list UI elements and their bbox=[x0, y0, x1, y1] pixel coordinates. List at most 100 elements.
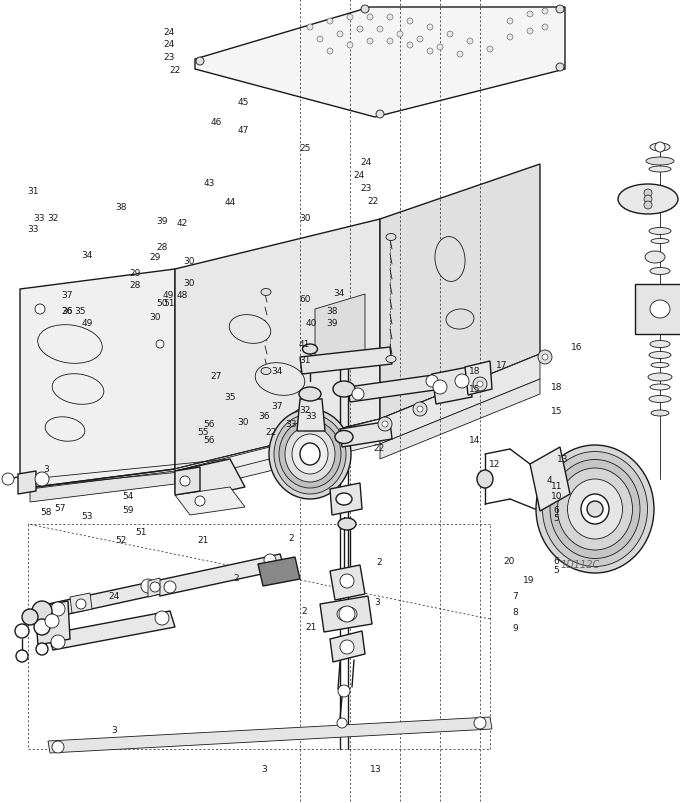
Ellipse shape bbox=[336, 493, 352, 505]
Ellipse shape bbox=[568, 479, 622, 540]
Text: 12: 12 bbox=[490, 459, 500, 469]
Text: 8: 8 bbox=[513, 607, 518, 617]
Text: 18: 18 bbox=[551, 382, 562, 392]
Circle shape bbox=[487, 47, 493, 53]
Text: 32: 32 bbox=[48, 214, 58, 223]
Text: 11: 11 bbox=[551, 481, 562, 491]
Ellipse shape bbox=[648, 373, 672, 381]
Circle shape bbox=[51, 602, 65, 616]
Text: 24: 24 bbox=[163, 39, 174, 49]
Text: 6: 6 bbox=[554, 505, 559, 515]
Text: 2: 2 bbox=[288, 533, 294, 543]
Text: 45: 45 bbox=[238, 98, 249, 108]
Circle shape bbox=[35, 472, 49, 487]
Text: 2: 2 bbox=[302, 605, 307, 615]
Circle shape bbox=[427, 25, 433, 31]
Circle shape bbox=[397, 32, 403, 38]
Text: 33: 33 bbox=[27, 224, 38, 234]
Text: 9: 9 bbox=[513, 623, 518, 633]
Text: 21: 21 bbox=[197, 535, 208, 544]
Polygon shape bbox=[48, 611, 175, 650]
Text: 46: 46 bbox=[211, 117, 222, 127]
Ellipse shape bbox=[303, 344, 318, 355]
Circle shape bbox=[413, 402, 427, 417]
Polygon shape bbox=[175, 467, 200, 495]
Text: 27: 27 bbox=[211, 371, 222, 381]
Text: 41: 41 bbox=[299, 339, 310, 349]
Ellipse shape bbox=[650, 341, 670, 348]
Text: 14: 14 bbox=[469, 435, 480, 445]
Ellipse shape bbox=[558, 468, 632, 550]
Circle shape bbox=[317, 37, 323, 43]
Text: 29: 29 bbox=[150, 252, 160, 262]
Text: 33: 33 bbox=[286, 419, 296, 429]
Text: 60: 60 bbox=[299, 294, 310, 304]
Text: 19: 19 bbox=[524, 575, 534, 585]
Circle shape bbox=[467, 39, 473, 45]
Text: 2: 2 bbox=[234, 573, 239, 583]
Circle shape bbox=[507, 35, 513, 41]
Text: 25: 25 bbox=[299, 144, 310, 153]
Ellipse shape bbox=[649, 396, 671, 403]
Polygon shape bbox=[195, 8, 565, 118]
Polygon shape bbox=[380, 355, 540, 444]
Ellipse shape bbox=[651, 363, 669, 368]
Text: 44: 44 bbox=[224, 198, 235, 207]
Text: 22: 22 bbox=[265, 427, 276, 437]
Polygon shape bbox=[148, 578, 160, 597]
Text: 26: 26 bbox=[61, 307, 72, 316]
Text: 3: 3 bbox=[375, 597, 380, 607]
Text: 34: 34 bbox=[82, 251, 92, 260]
Polygon shape bbox=[155, 554, 285, 597]
Text: 52: 52 bbox=[116, 535, 126, 544]
Text: 37: 37 bbox=[61, 291, 72, 300]
Circle shape bbox=[361, 6, 369, 14]
Circle shape bbox=[337, 718, 347, 728]
Circle shape bbox=[644, 202, 652, 210]
Circle shape bbox=[76, 599, 86, 609]
Circle shape bbox=[376, 111, 384, 119]
Ellipse shape bbox=[337, 607, 357, 622]
Circle shape bbox=[264, 554, 276, 566]
Text: 3: 3 bbox=[112, 724, 117, 734]
Text: 17: 17 bbox=[496, 361, 507, 370]
Text: 30: 30 bbox=[238, 417, 249, 426]
Ellipse shape bbox=[37, 325, 102, 364]
Text: 35: 35 bbox=[75, 307, 86, 316]
Text: 13: 13 bbox=[558, 454, 568, 464]
Circle shape bbox=[337, 32, 343, 38]
Ellipse shape bbox=[650, 385, 670, 390]
Text: 36: 36 bbox=[258, 411, 269, 421]
Circle shape bbox=[340, 640, 354, 654]
Ellipse shape bbox=[646, 158, 674, 165]
Text: 36: 36 bbox=[61, 307, 72, 316]
Text: 21: 21 bbox=[306, 622, 317, 631]
Circle shape bbox=[538, 351, 552, 365]
Circle shape bbox=[542, 25, 548, 31]
Ellipse shape bbox=[650, 268, 670, 275]
Text: 55: 55 bbox=[197, 427, 208, 437]
Text: 34: 34 bbox=[272, 366, 283, 376]
Ellipse shape bbox=[292, 408, 327, 430]
Text: 24: 24 bbox=[163, 27, 174, 37]
Polygon shape bbox=[320, 597, 372, 632]
Polygon shape bbox=[175, 487, 245, 516]
Polygon shape bbox=[35, 601, 70, 645]
Text: 5: 5 bbox=[554, 513, 559, 523]
Circle shape bbox=[655, 143, 665, 153]
Polygon shape bbox=[465, 361, 492, 396]
Text: 22: 22 bbox=[367, 196, 378, 206]
Text: 24: 24 bbox=[360, 157, 371, 167]
Text: 31: 31 bbox=[27, 186, 38, 196]
Circle shape bbox=[150, 582, 160, 593]
Circle shape bbox=[377, 27, 383, 33]
Ellipse shape bbox=[335, 431, 353, 444]
Circle shape bbox=[437, 45, 443, 51]
Circle shape bbox=[156, 340, 164, 349]
Text: 28: 28 bbox=[156, 243, 167, 252]
Text: 22: 22 bbox=[170, 66, 181, 75]
Text: 50: 50 bbox=[156, 299, 167, 308]
Polygon shape bbox=[175, 220, 380, 470]
Ellipse shape bbox=[292, 434, 328, 475]
Circle shape bbox=[16, 650, 28, 662]
